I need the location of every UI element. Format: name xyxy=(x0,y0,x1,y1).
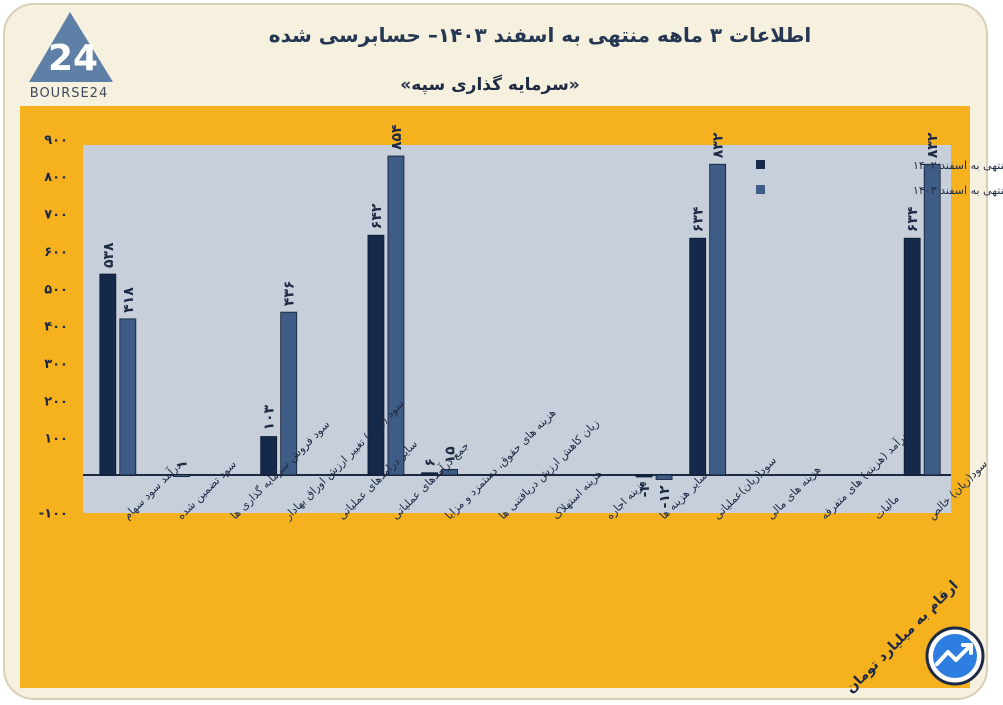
legend: عملکرد منتهی به اسفند ۱۴۰۲ عملکرد منتهی … xyxy=(756,159,1003,197)
logo-text: BOURSE24 xyxy=(30,86,108,101)
data-label: ۵۳۸ xyxy=(101,242,117,268)
bar-1403-6 xyxy=(441,468,458,476)
y-tick-label: ۱۰۰ xyxy=(44,432,68,447)
bar-1403-5 xyxy=(387,155,405,476)
bourse24-logo: 24 BOURSE24 xyxy=(29,12,113,101)
bar-1403-15 xyxy=(923,163,941,476)
legend-label-1402: عملکرد منتهی به اسفند ۱۴۰۲ xyxy=(913,159,1003,172)
data-label: ۱۰۳ xyxy=(262,404,278,430)
data-label: ۶ xyxy=(423,458,439,467)
data-label: ۴۱۸ xyxy=(121,287,137,313)
bar-1402-10 xyxy=(635,474,653,478)
bar-1403-11 xyxy=(709,163,727,476)
bar-1402-3 xyxy=(260,436,278,476)
bar-1402-6 xyxy=(421,472,438,476)
legend-label-1403: عملکرد منتهی به اسفند ۱۴۰۳ xyxy=(913,184,1003,197)
y-tick-label: ۷۰۰ xyxy=(44,208,68,223)
y-tick-label: ۳۰۰ xyxy=(44,357,68,372)
data-label: ۸۳۲ xyxy=(711,132,727,158)
y-tick-label: -۱۰۰ xyxy=(39,506,68,521)
plot-area xyxy=(83,145,951,513)
legend-swatch-1402 xyxy=(756,160,765,169)
bar-1402-5 xyxy=(367,234,385,476)
data-label: ۶۴۲ xyxy=(369,203,385,229)
y-tick-label: ۶۰۰ xyxy=(44,245,68,260)
data-label: ۱ xyxy=(174,460,190,469)
data-label: ۶۳۴ xyxy=(905,206,921,232)
data-label: -۱۲ xyxy=(657,485,673,508)
bar-1403-3 xyxy=(280,311,298,476)
chart-title: اطلاعات ۳ ماهه منتهی به اسفند ۱۴۰۳– حساب… xyxy=(269,23,811,47)
data-label: ۱۵ xyxy=(443,446,459,464)
y-axis: ۹۰۰ ۸۰۰ ۷۰۰ ۶۰۰ ۵۰۰ ۴۰۰ ۳۰۰ ۲۰۰ ۱۰۰ -۱۰۰ xyxy=(39,133,68,521)
data-label: -۲ xyxy=(637,483,653,498)
y-tick-label: ۲۰۰ xyxy=(44,394,68,409)
y-tick-label: ۵۰۰ xyxy=(44,282,68,297)
bar-1403-0 xyxy=(119,318,137,476)
bar-1402-0 xyxy=(99,273,117,476)
bar-1403-10 xyxy=(655,474,673,480)
bars-group: ۵۳۸ ۱۰۳ ۶۴۲ ۶ -۲ ۶۳۴ ۶۳۴ ۴۱۸ ۱ ۴۳۶ ۸۵۴ ۱۵ -۱۲ ۸۳۲ ۸۳۲ xyxy=(99,124,941,508)
bar-1402-11 xyxy=(689,237,707,476)
y-tick-label: ۸۰۰ xyxy=(44,170,68,185)
data-label: ۴۳۶ xyxy=(282,281,298,307)
trend-logo-icon xyxy=(925,626,985,686)
logo-number: 24 xyxy=(48,38,98,79)
data-label: ۸۳۲ xyxy=(925,132,941,158)
bar-1402-15 xyxy=(903,237,921,476)
bar-1403-1 xyxy=(173,474,190,478)
legend-swatch-1403 xyxy=(756,185,765,194)
data-label: ۸۵۴ xyxy=(389,124,405,150)
data-label: ۶۳۴ xyxy=(691,206,707,232)
y-tick-label: ۹۰۰ xyxy=(44,133,68,148)
chart-subtitle: «سرمایه گذاری سپه» xyxy=(400,74,580,95)
logo-triangle xyxy=(29,12,113,82)
y-tick-label: ۴۰۰ xyxy=(44,320,68,335)
